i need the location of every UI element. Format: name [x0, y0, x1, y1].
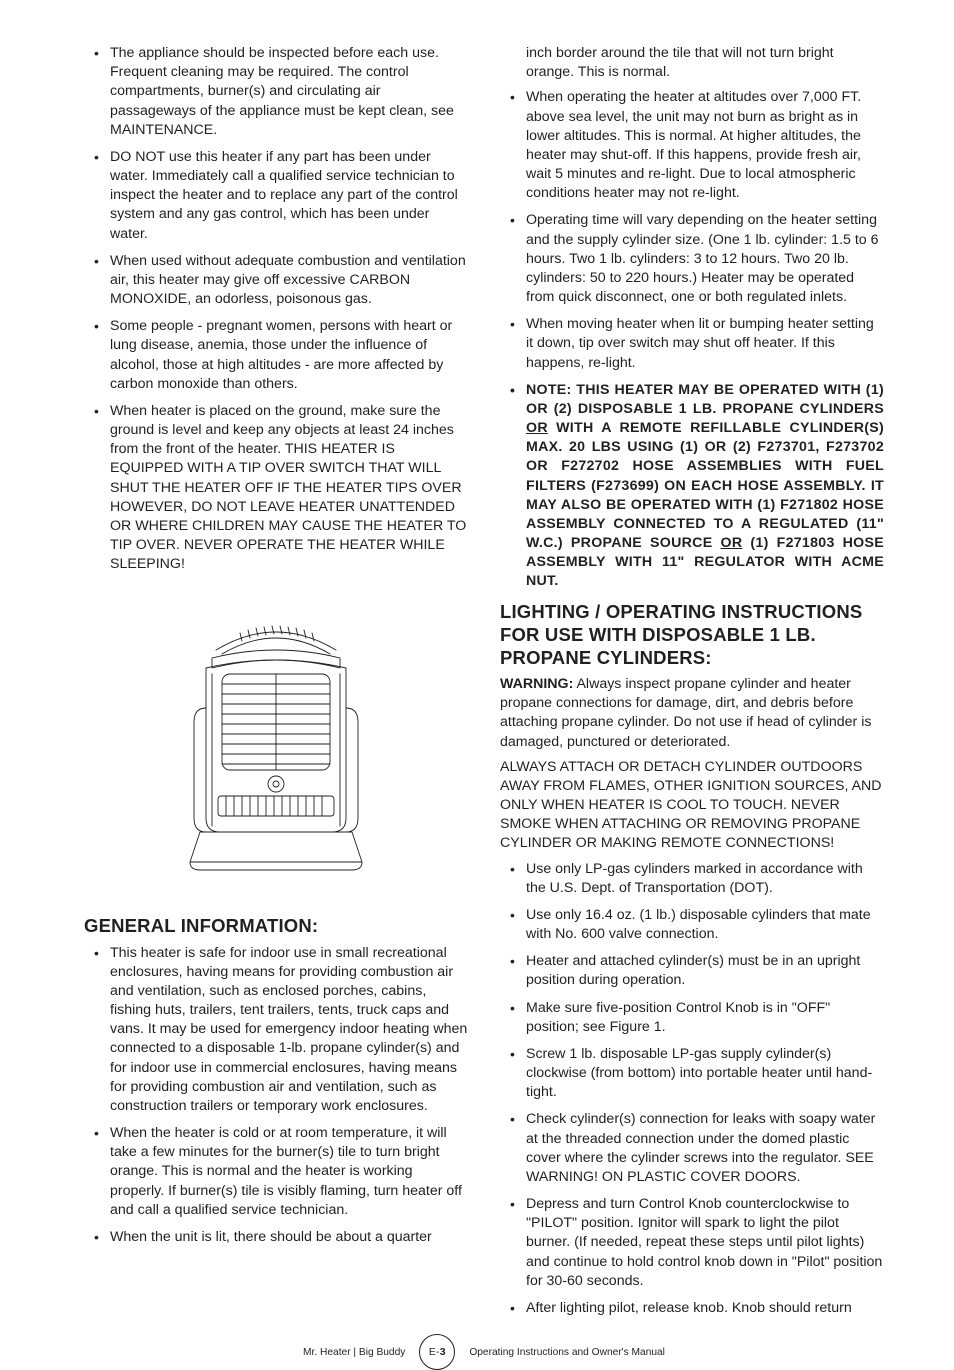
warning-label: WARNING: — [500, 676, 573, 692]
list-item: Heater and attached cylinder(s) must be … — [500, 952, 884, 990]
operating-notes-list: When operating the heater at altitudes o… — [500, 88, 884, 591]
general-information-heading: GENERAL INFORMATION: — [84, 914, 468, 937]
page-footer: Mr. Heater | Big Buddy E-3 Operating Ins… — [84, 1334, 884, 1370]
right-column: inch border around the tile that will no… — [500, 44, 884, 1326]
heater-line-drawing-icon — [176, 618, 376, 878]
note-text: NOTE: THIS HEATER MAY BE OPERATED WITH (… — [526, 382, 884, 417]
footer-left-text: Mr. Heater | Big Buddy — [303, 1347, 405, 1358]
list-item: Operating time will vary depending on th… — [500, 211, 884, 307]
list-item: Check cylinder(s) connection for leaks w… — [500, 1110, 884, 1187]
list-item: Depress and turn Control Knob counterclo… — [500, 1195, 884, 1291]
list-item: After lighting pilot, release knob. Knob… — [500, 1299, 884, 1318]
safety-list: The appliance should be inspected before… — [84, 44, 468, 574]
general-info-list: This heater is safe for indoor use in sm… — [84, 944, 468, 1248]
note-or: OR — [526, 420, 548, 436]
list-item: Screw 1 lb. disposable LP-gas supply cyl… — [500, 1045, 884, 1103]
list-item: When used without adequate combustion an… — [84, 252, 468, 310]
list-item: Use only LP-gas cylinders marked in acco… — [500, 860, 884, 898]
list-item: When the unit is lit, there should be ab… — [84, 1228, 468, 1247]
list-item: The appliance should be inspected before… — [84, 44, 468, 140]
attach-detach-paragraph: ALWAYS ATTACH OR DETACH CYLINDER OUTDOOR… — [500, 758, 884, 854]
list-item: When operating the heater at altitudes o… — [500, 88, 884, 203]
list-item: When the heater is cold or at room tempe… — [84, 1124, 468, 1220]
heater-figure — [84, 618, 468, 878]
list-item: This heater is safe for indoor use in sm… — [84, 944, 468, 1117]
page-number-badge: E-3 — [419, 1334, 455, 1370]
list-item: Some people - pregnant women, persons wi… — [84, 317, 468, 394]
manual-page: The appliance should be inspected before… — [0, 0, 954, 1235]
page-prefix: E- — [429, 1346, 440, 1358]
footer-right-text: Operating Instructions and Owner's Manua… — [469, 1347, 665, 1358]
list-item: DO NOT use this heater if any part has b… — [84, 148, 468, 244]
list-item: Use only 16.4 oz. (1 lb.) disposable cyl… — [500, 906, 884, 944]
note-item: NOTE: THIS HEATER MAY BE OPERATED WITH (… — [500, 381, 884, 592]
left-column: The appliance should be inspected before… — [84, 44, 468, 1326]
warning-paragraph: WARNING: Always inspect propane cylinder… — [500, 675, 884, 752]
two-column-layout: The appliance should be inspected before… — [84, 44, 884, 1326]
note-text: WITH A REMOTE REFILLABLE CYLINDER(S) MAX… — [526, 420, 884, 551]
lighting-steps-list: Use only LP-gas cylinders marked in acco… — [500, 860, 884, 1319]
lighting-instructions-heading: LIGHTING / OPERATING INSTRUCTIONS FOR US… — [500, 600, 884, 669]
list-item: Make sure five-position Control Knob is … — [500, 999, 884, 1037]
list-item: When heater is placed on the ground, mak… — [84, 402, 468, 575]
note-or: OR — [721, 535, 743, 551]
list-item: When moving heater when lit or bumping h… — [500, 315, 884, 373]
page-number: 3 — [440, 1346, 446, 1358]
continuation-text: inch border around the tile that will no… — [500, 44, 884, 82]
